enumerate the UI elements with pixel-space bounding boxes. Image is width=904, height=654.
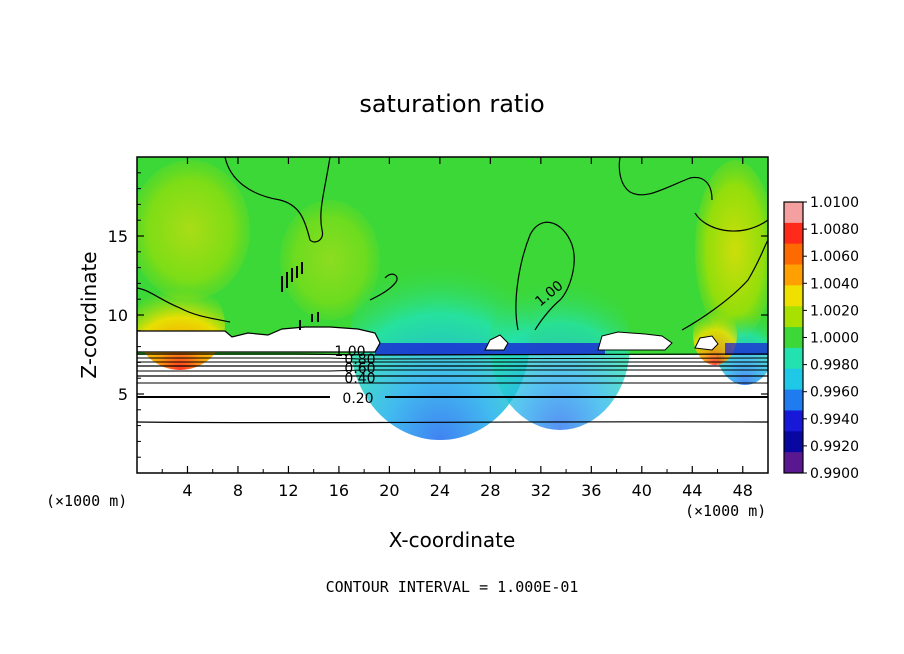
contour-upper-mid [369,273,398,301]
contour-label: 0.80 [344,352,375,368]
colorbar-label: 1.0020 [810,303,859,319]
y-tick-label: 10 [108,306,128,325]
contour-label: 1.00 [334,344,365,360]
x-tick-label: 12 [278,481,298,500]
colorbar-swatch [784,347,803,370]
y-axis-ticks: 5 10 15 [108,172,768,458]
supersaturated-patch-left [137,280,225,370]
contour-interval-note: CONTOUR INTERVAL = 1.000E-01 [326,578,579,596]
contour-upper-left [137,157,331,323]
x-tick-label: 8 [233,481,243,500]
subsaturated-plume-1 [350,240,530,440]
colorbar-swatch [784,410,803,432]
cloud-region-right [597,331,673,351]
x-axis-unit-right: (×1000 m) [685,502,766,520]
contour-upper-right [618,157,768,331]
colorbar-swatch [784,222,803,245]
x-tick-label: 28 [480,481,500,500]
y-tick-label: 5 [118,385,128,404]
x-axis-unit-left: (×1000 m) [46,492,127,510]
colorbar-swatch [784,285,803,307]
x-tick-label: 40 [632,481,652,500]
colorbar-swatch [784,327,803,349]
colorbar-label: 1.0060 [810,249,859,265]
colorbar-swatch [784,306,803,328]
x-axis-ticks: 4 8 12 16 20 24 28 32 36 40 44 48 [161,157,753,500]
blue-base-band-right [725,343,768,355]
x-tick-label: 36 [581,481,601,500]
colorbar-label: 0.9980 [810,358,859,374]
cloud-region-mid [484,334,509,351]
colorbar-swatch [784,202,803,224]
colorbar-label: 1.0080 [810,222,859,238]
cloud-region-left [137,326,381,353]
x-tick-label: 32 [531,481,551,500]
y-tick-label: 15 [108,227,128,246]
moist-tint-right [695,160,768,340]
y-axis-label: Z-coordinate [77,251,101,378]
colorbar-swatch [784,264,803,286]
x-tick-label: 48 [733,481,753,500]
moist-tint-mid [280,200,380,320]
contour-label: 0.60 [344,361,375,377]
contour-streaks [281,262,319,330]
x-tick-label: 20 [379,481,399,500]
colorbar-label: 1.0040 [810,276,859,292]
colorbar-label: 0.9940 [810,412,859,428]
colorbar-swatch [784,452,803,474]
heatmap-field [137,157,768,473]
x-tick-label: 24 [430,481,450,500]
chart-title: saturation ratio [359,90,544,118]
x-tick-label: 4 [182,481,192,500]
colorbar-label: 0.9900 [810,466,859,482]
cloud-region-far-right [694,335,719,351]
colorbar: 1.0100 1.0080 1.0060 1.0040 1.0020 1.0000 0.99… [783,195,859,482]
supersaturated-patch-right [693,305,737,365]
colorbar-swatch [784,243,803,266]
colorbar-label: 0.9920 [810,439,859,455]
colorbar-label: 1.0100 [810,195,859,211]
contour-label: 0.40 [344,371,375,387]
contour-lines-lower [137,353,768,424]
moist-tint-left [137,160,250,300]
contour-mid [515,221,575,331]
x-tick-label: 16 [329,481,349,500]
colorbar-label: 0.9960 [810,385,859,401]
contour-label: 0.20 [342,391,373,407]
colorbar-swatch [784,389,803,411]
x-tick-label: 44 [682,481,702,500]
colorbar-swatch [784,431,803,453]
colorbar-label: 1.0000 [810,331,859,347]
colorbar-swatch [784,368,803,391]
x-axis-label: X-coordinate [389,528,516,552]
